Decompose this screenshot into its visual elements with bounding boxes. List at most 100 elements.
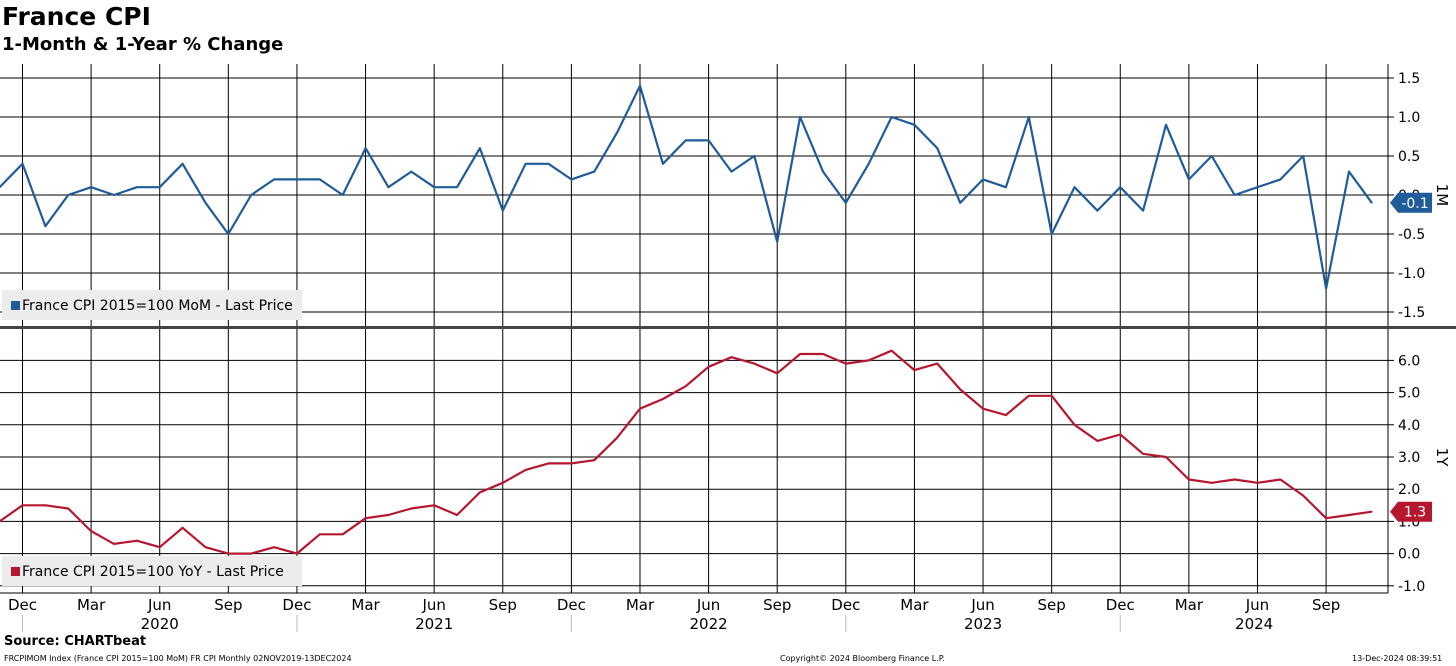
- x-tick-label: Dec: [8, 596, 37, 614]
- data-point: [936, 147, 939, 149]
- y-tick-label: 6.0: [1398, 353, 1420, 369]
- last-value-tag: [1390, 192, 1432, 213]
- data-point: [1302, 494, 1305, 497]
- x-year-label: 2024: [1235, 615, 1273, 633]
- source-note: Source: CHARTbeat: [4, 634, 147, 649]
- data-point: [1233, 194, 1236, 196]
- data-point: [662, 398, 664, 400]
- x-tick-label: Dec: [557, 596, 586, 614]
- data-point: [776, 241, 779, 243]
- data-point: [1027, 395, 1030, 397]
- data-point: [341, 194, 344, 196]
- data-point: [524, 469, 527, 471]
- data-point: [433, 186, 435, 188]
- data-point: [250, 194, 252, 196]
- data-point: [1233, 478, 1236, 481]
- data-point: [1050, 233, 1053, 235]
- x-tick-label: Dec: [831, 596, 860, 614]
- y-tick-label: 0.5: [1398, 149, 1420, 165]
- data-point: [1188, 178, 1190, 181]
- y-axis-label: 1M: [1433, 184, 1451, 207]
- data-point: [1210, 481, 1213, 484]
- y-tick-label: -1.5: [1398, 305, 1425, 321]
- data-point: [1073, 186, 1076, 188]
- data-point: [90, 186, 92, 188]
- data-point: [44, 504, 47, 507]
- data-point: [1096, 440, 1099, 442]
- data-point: [1210, 155, 1213, 157]
- data-point: [387, 514, 390, 516]
- data-point: [867, 359, 870, 362]
- data-point: [1027, 116, 1030, 118]
- data-point: [296, 552, 298, 555]
- data-point: [890, 349, 893, 352]
- data-point: [684, 385, 687, 387]
- data-point: [707, 139, 710, 142]
- data-point: [936, 362, 939, 365]
- data-point: [113, 194, 115, 196]
- x-year-label: 2023: [964, 615, 1002, 633]
- data-point: [158, 186, 161, 188]
- data-point: [1302, 155, 1305, 157]
- last-value-tag: [1390, 501, 1432, 522]
- data-point: [1165, 456, 1167, 458]
- data-point: [730, 356, 733, 358]
- data-point: [181, 527, 184, 529]
- data-point: [547, 163, 550, 165]
- data-point: [1256, 186, 1259, 188]
- data-point: [1348, 514, 1350, 516]
- data-point: [524, 163, 527, 165]
- data-point: [570, 178, 573, 181]
- y-tick-label: 3.0: [1398, 450, 1420, 466]
- data-point: [753, 362, 756, 365]
- data-point: [1325, 287, 1327, 290]
- data-point: [273, 178, 275, 181]
- y-tick-label: -0.5: [1398, 227, 1425, 243]
- data-point: [593, 459, 596, 462]
- data-point: [799, 116, 801, 118]
- x-axis: Dec Mar Jun Sep Dec Mar Jun Sep Dec Mar Jun Sep Dec M…: [0, 326, 1456, 633]
- x-tick-label: Mar: [626, 596, 655, 614]
- data-point: [753, 155, 756, 157]
- data-point: [227, 233, 230, 235]
- data-point: [501, 481, 504, 484]
- y-tick-label: 1.5: [1398, 71, 1420, 87]
- data-point: [867, 163, 870, 165]
- chart-title: France CPI: [2, 2, 151, 31]
- data-point: [113, 543, 115, 545]
- data-point: [410, 170, 413, 173]
- last-value-label: 1.3: [1404, 505, 1426, 521]
- x-tick-label: Jun: [421, 596, 445, 614]
- data-point: [136, 539, 138, 542]
- data-point: [959, 388, 961, 391]
- series-line: [0, 84, 1373, 290]
- y-tick-label: 0.0: [1398, 547, 1420, 563]
- data-point: [501, 209, 504, 212]
- data-point: [1050, 395, 1053, 397]
- data-point: [44, 225, 47, 227]
- data-point: [136, 186, 138, 188]
- data-point: [319, 178, 321, 181]
- x-year-label: 2022: [690, 615, 728, 633]
- x-tick-label: Sep: [763, 596, 791, 614]
- data-point: [1188, 478, 1190, 481]
- data-point: [822, 353, 824, 355]
- data-point: [730, 170, 733, 173]
- legend-box: [2, 290, 302, 320]
- data-point: [227, 552, 230, 555]
- data-point: [341, 533, 344, 536]
- data-point: [1142, 209, 1144, 212]
- data-point: [982, 178, 984, 181]
- data-point: [1371, 202, 1373, 204]
- x-tick-label: Mar: [77, 596, 106, 614]
- data-point: [1279, 478, 1282, 481]
- data-point: [1119, 433, 1122, 436]
- data-point: [1256, 481, 1259, 484]
- series-line: [0, 349, 1372, 555]
- data-point: [204, 546, 207, 548]
- footer-ticker: FRCPIMOM Index (France CPI 2015=100 MoM)…: [4, 654, 352, 663]
- data-point: [913, 369, 916, 371]
- x-tick-label: Mar: [900, 596, 929, 614]
